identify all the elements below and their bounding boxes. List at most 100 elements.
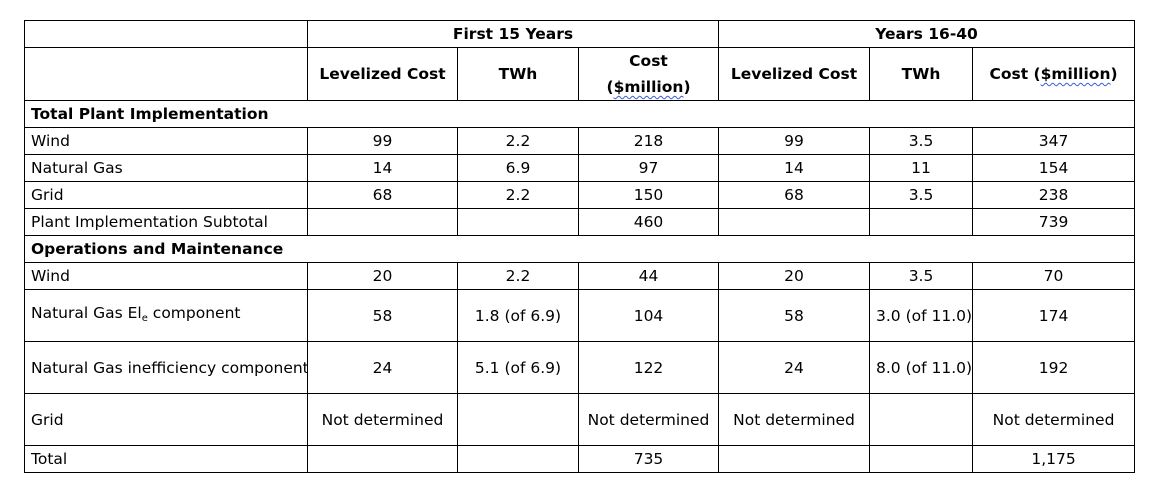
table-row-subtotal: Plant Implementation Subtotal 460 739 [24, 208, 1136, 236]
twh-2: 8.0 (of 11.0) [869, 341, 974, 394]
table-row: Grid 68 2.2 150 68 3.5 238 [24, 181, 1136, 209]
column-header-row: Levelized Cost TWh Cost ($million) Level… [24, 47, 1136, 101]
twh-2 [869, 208, 974, 236]
cost-1: 104 [577, 289, 720, 342]
corner-cell [24, 20, 308, 48]
twh-2 [869, 393, 974, 446]
table-row: Wind 99 2.2 218 99 3.5 347 [24, 127, 1136, 155]
twh-1 [457, 445, 579, 473]
cost-1: 97 [577, 154, 720, 182]
levelized-cost-2 [718, 445, 871, 473]
header-levelized-cost-1: Levelized Cost [307, 47, 458, 101]
levelized-cost-2: 58 [718, 289, 871, 342]
table-row: Grid Not determined Not determined Not d… [24, 393, 1136, 446]
cost-2: 174 [972, 289, 1136, 342]
row-label: Total [24, 445, 308, 473]
row-label: Natural Gas inefficiency component [24, 341, 308, 394]
row-label: Plant Implementation Subtotal [24, 208, 308, 236]
twh-1: 6.9 [457, 154, 579, 182]
cost-2: 154 [972, 154, 1136, 182]
cost-1: 122 [577, 341, 720, 394]
levelized-cost-1: 58 [307, 289, 458, 342]
levelized-cost-1: 24 [307, 341, 458, 394]
table-row: Wind 20 2.2 44 20 3.5 70 [24, 262, 1136, 290]
cost-1: 735 [577, 445, 720, 473]
header-cost-1-paren-close: ) [683, 78, 691, 96]
levelized-cost-2: 14 [718, 154, 871, 182]
row-label-prefix: Natural Gas El [31, 303, 142, 322]
levelized-cost-1 [307, 445, 458, 473]
header-twh-2: TWh [869, 47, 974, 101]
header-label-cell [24, 47, 308, 101]
row-label: Wind [24, 262, 308, 290]
levelized-cost-2: 99 [718, 127, 871, 155]
cost-2: 238 [972, 181, 1136, 209]
section-title-om: Operations and Maintenance [23, 235, 1136, 263]
group-header-row: First 15 Years Years 16-40 [24, 20, 1136, 48]
header-levelized-cost-2: Levelized Cost [718, 47, 871, 101]
levelized-cost-1: Not determined [307, 393, 458, 446]
cost-2: 70 [972, 262, 1136, 290]
levelized-cost-2: 68 [718, 181, 871, 209]
table-row-total: Total 735 1,175 [24, 445, 1136, 473]
row-label-subscript: e [141, 312, 148, 324]
cost-1: 44 [577, 262, 720, 290]
cost-table: First 15 Years Years 16-40 Levelized Cos… [23, 20, 1136, 473]
row-label-suffix: component [147, 303, 241, 322]
cost-2: 739 [972, 208, 1136, 236]
levelized-cost-2: 24 [718, 341, 871, 394]
header-cost-2: Cost ($million) [972, 47, 1136, 101]
row-label: Wind [24, 127, 308, 155]
levelized-cost-1 [307, 208, 458, 236]
cost-1: 150 [577, 181, 720, 209]
header-cost-1-paren-open: ( [606, 78, 614, 96]
cost-1: 460 [577, 208, 720, 236]
twh-1 [457, 393, 579, 446]
twh-1: 2.2 [457, 262, 579, 290]
row-label: Natural Gas [24, 154, 308, 182]
row-label: Grid [24, 393, 308, 446]
header-cost-2-suffix: ) [1110, 65, 1118, 83]
header-cost-1-unit: $million [613, 78, 684, 96]
header-cost-2-prefix: Cost ( [989, 65, 1041, 83]
group-years-16-40: Years 16-40 [718, 20, 1136, 48]
twh-1: 1.8 (of 6.9) [457, 289, 579, 342]
cost-1: 218 [577, 127, 720, 155]
levelized-cost-2: 20 [718, 262, 871, 290]
cost-2: 347 [972, 127, 1136, 155]
twh-1: 2.2 [457, 127, 579, 155]
cost-2: 1,175 [972, 445, 1136, 473]
cost-1: Not determined [577, 393, 720, 446]
levelized-cost-1: 99 [307, 127, 458, 155]
table-row: Natural Gas Ele component 58 1.8 (of 6.9… [24, 289, 1136, 342]
twh-1: 2.2 [457, 181, 579, 209]
section-row-plant: Total Plant Implementation [23, 100, 1136, 128]
row-label: Grid [24, 181, 308, 209]
header-cost-1: Cost ($million) [577, 47, 720, 101]
levelized-cost-2: Not determined [718, 393, 871, 446]
twh-2: 3.0 (of 11.0) [869, 289, 974, 342]
levelized-cost-2 [718, 208, 871, 236]
cost-2: 192 [972, 341, 1136, 394]
cost-2: Not determined [972, 393, 1136, 446]
twh-2 [869, 445, 974, 473]
twh-1 [457, 208, 579, 236]
header-cost-2-unit: $million [1040, 65, 1111, 83]
table-row: Natural Gas 14 6.9 97 14 11 154 [24, 154, 1136, 182]
table-row: Natural Gas inefficiency component 24 5.… [24, 341, 1136, 394]
twh-2: 11 [869, 154, 974, 182]
levelized-cost-1: 68 [307, 181, 458, 209]
twh-2: 3.5 [869, 262, 974, 290]
header-twh-1: TWh [457, 47, 579, 101]
row-label: Natural Gas Ele component [24, 289, 308, 342]
levelized-cost-1: 20 [307, 262, 458, 290]
header-cost-1-line2: ($million) [585, 74, 712, 100]
twh-2: 3.5 [869, 127, 974, 155]
section-title-plant: Total Plant Implementation [23, 100, 1136, 128]
twh-1: 5.1 (of 6.9) [457, 341, 579, 394]
levelized-cost-1: 14 [307, 154, 458, 182]
header-cost-1-line1: Cost [629, 52, 668, 70]
section-row-om: Operations and Maintenance [23, 235, 1136, 263]
group-first-15-years: First 15 Years [306, 20, 720, 48]
twh-2: 3.5 [869, 181, 974, 209]
